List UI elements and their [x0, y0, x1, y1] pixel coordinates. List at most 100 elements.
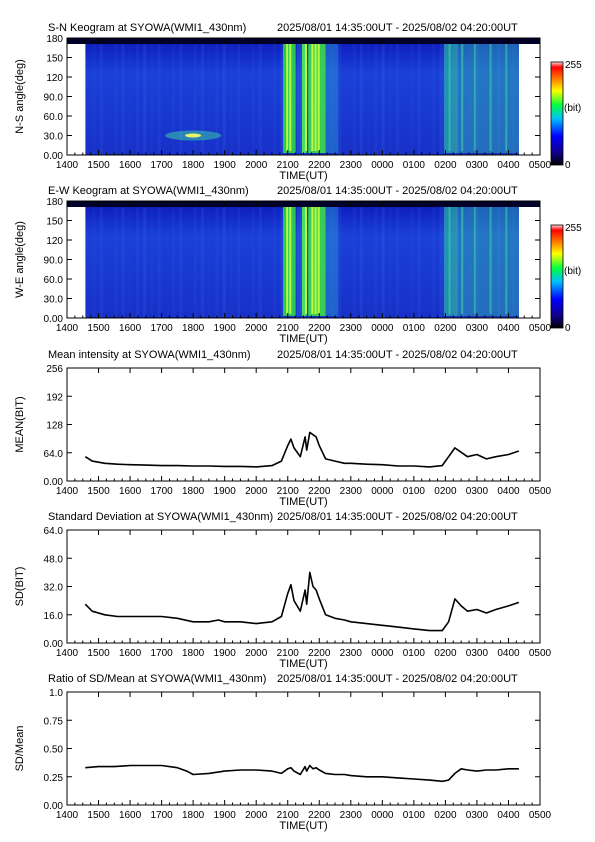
y-tick-label: 90.0: [44, 93, 64, 104]
x-tick-label: 0500: [529, 323, 552, 334]
keogram-column: [511, 205, 515, 318]
aurora-band: [458, 42, 519, 153]
keogram-column: [410, 205, 414, 318]
keogram-column: [121, 205, 125, 318]
y-tick-label: 150: [46, 217, 63, 228]
keogram-column: [432, 42, 436, 155]
keogram-column: [338, 42, 342, 155]
x-tick-label: 2200: [308, 160, 331, 171]
x-tick-label: 2300: [340, 486, 363, 497]
keogram-column: [258, 42, 262, 155]
keogram-top-edge: [67, 38, 540, 44]
x-axis-label: TIME(UT): [279, 496, 327, 508]
x-tick-label: 1600: [119, 486, 142, 497]
keogram-column: [468, 205, 472, 318]
colorbar-max: 255: [565, 223, 582, 234]
keogram-column: [107, 205, 110, 318]
keogram-column: [511, 42, 515, 155]
colorbar-1: 255 (bit) 0: [550, 223, 582, 334]
x-tick-label: 0400: [497, 486, 520, 497]
keogram-column: [352, 42, 356, 155]
keogram-column: [497, 42, 501, 155]
x-tick-label: 2200: [308, 648, 331, 659]
plot-border: [66, 691, 541, 806]
keogram-column: [237, 42, 241, 155]
plot-frame-2: 1400 1500 1600 1700 1800 1900 2000 2100 2200 2300…: [14, 349, 552, 508]
colorbar-unit: (bit): [564, 103, 581, 114]
keogram-column: [222, 205, 226, 318]
x-tick-label: 1400: [56, 810, 79, 821]
panel-period: 2025/08/01 14:35:00UT - 2025/08/02 04:20…: [277, 185, 518, 197]
aurora-filament: [489, 44, 492, 151]
keogram-column: [258, 205, 262, 318]
aurora-band: [308, 205, 326, 316]
x-tick-label: 0300: [466, 323, 489, 334]
x-tick-label: 0300: [466, 486, 489, 497]
x-tick-label: 0000: [371, 810, 394, 821]
y-tick-label: 90.0: [44, 256, 64, 267]
y-tick-label: 32.0: [44, 583, 64, 594]
y-tick-label: 120: [46, 236, 63, 247]
keogram-column: [280, 205, 284, 318]
x-tick-label: 0000: [371, 486, 394, 497]
x-tick-label: 1500: [87, 160, 110, 171]
aurora-filament: [473, 207, 476, 314]
keogram-column: [229, 42, 233, 155]
keogram-column: [367, 205, 370, 318]
y-tick-label: 128: [46, 421, 63, 432]
x-tick-label: 1500: [87, 810, 110, 821]
keogram-column: [425, 205, 428, 318]
colorbar-unit: (bit): [564, 266, 581, 277]
colorbar-min: 0: [565, 323, 571, 334]
x-axis-label: TIME(UT): [279, 820, 327, 832]
keogram-column: [172, 42, 176, 155]
keogram-column: [179, 42, 183, 155]
plot-frame-1: 1400 1500 1600 1700 1800 1900 2000 2100 2200 2300…: [14, 185, 552, 345]
x-tick-label: 0200: [434, 486, 457, 497]
keogram-column: [150, 42, 154, 155]
aurora-band: [325, 42, 339, 153]
x-tick-label: 1900: [214, 810, 237, 821]
y-axis-label: W-E angle(deg): [14, 221, 26, 298]
x-tick-label: 0400: [497, 810, 520, 821]
x-tick-label: 2100: [277, 648, 300, 659]
x-axis-label: TIME(UT): [279, 658, 327, 670]
aurora-filament: [473, 44, 476, 151]
keogram-column: [338, 205, 342, 318]
keogram-column: [172, 205, 176, 318]
plot-frame-4: 1400 1500 1600 1700 1800 1900 2000 2100 2200 2300…: [14, 673, 552, 832]
series-line-4: [85, 764, 519, 783]
y-tick-label: 30.0: [44, 132, 64, 143]
keogram-column: [331, 205, 335, 318]
keogram-column: [425, 42, 428, 155]
keogram-column: [331, 42, 335, 155]
aurora-band: [301, 205, 307, 316]
x-tick-label: 0200: [434, 810, 457, 821]
x-tick-label: 0500: [529, 160, 552, 171]
y-tick-label: 256: [46, 364, 63, 375]
keogram-column: [129, 205, 132, 318]
keogram-column: [388, 205, 392, 318]
x-tick-label: 1400: [56, 323, 79, 334]
keogram-column: [92, 205, 96, 318]
y-tick-label: 0.00: [44, 639, 64, 650]
panel-period: 2025/08/01 14:35:00UT - 2025/08/02 04:20…: [277, 22, 518, 34]
x-tick-label: 2300: [340, 648, 363, 659]
x-tick-label: 0400: [497, 648, 520, 659]
y-tick-label: 150: [46, 54, 63, 65]
x-tick-label: 2200: [308, 486, 331, 497]
x-tick-label: 1500: [87, 486, 110, 497]
aurora-filament: [448, 44, 451, 151]
x-tick-label: 0300: [466, 810, 489, 821]
keogram-column: [439, 42, 443, 155]
x-tick-label: 0100: [403, 648, 426, 659]
keogram-column: [439, 205, 443, 318]
keogram-column: [114, 42, 118, 155]
keogram-column: [490, 42, 494, 155]
x-tick-label: 1700: [150, 648, 173, 659]
aurora-filament: [448, 207, 451, 314]
keogram-column: [129, 42, 132, 155]
aurora-filament: [317, 207, 320, 314]
aurora-filament: [505, 44, 508, 151]
colorbar: [550, 61, 564, 166]
